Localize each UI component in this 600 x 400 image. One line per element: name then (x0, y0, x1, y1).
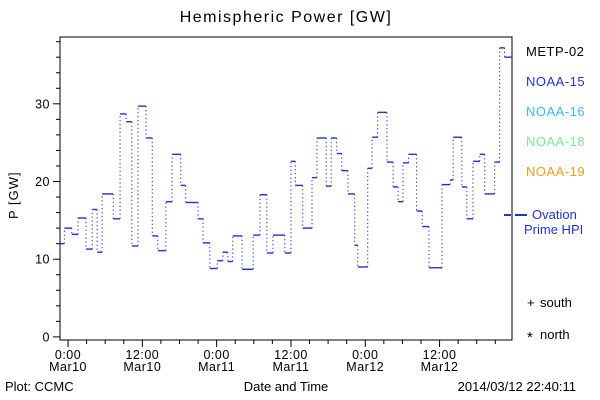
legend-item-metp-02: METP-02 (526, 44, 585, 59)
plot-box (59, 36, 513, 341)
y-tick-label: 0 (43, 330, 50, 344)
x-tick-label-date: Mar10 (123, 360, 161, 374)
south-label: south (540, 295, 572, 310)
legend-item-noaa-18: NOAA-18 (526, 134, 586, 149)
legend-item-noaa-16: NOAA-16 (526, 104, 586, 119)
south-marker-legend: + south (527, 295, 572, 310)
x-tick-label-time: 0:00 (203, 348, 229, 362)
hpi-curve (60, 47, 512, 270)
legend-item-noaa-19: NOAA-19 (526, 164, 586, 179)
ovation-label: Ovation (532, 207, 577, 222)
ovation-line-sample-dash (504, 213, 511, 216)
ovation-legend-line1: Ovation (504, 207, 583, 222)
asterisk-marker-icon: * (527, 329, 533, 346)
x-tick-label-time: 12:00 (274, 348, 308, 362)
x-tick-label-date: Mar11 (198, 360, 235, 374)
satellite-legend: METP-02 NOAA-15 NOAA-16 NOAA-18 NOAA-19 (526, 44, 585, 194)
ovation-line-sample-dash (515, 213, 527, 216)
north-label: north (540, 327, 570, 342)
chart-title: Hemispheric Power [GW] (179, 9, 393, 26)
y-tick-label: 30 (35, 97, 50, 111)
x-tick-label-time: 12:00 (423, 348, 457, 362)
x-tick-label-date: Mar11 (272, 360, 309, 374)
y-tick-label: 20 (35, 175, 50, 189)
north-marker-legend: * north (527, 326, 570, 346)
x-axis-label: Date and Time (243, 379, 329, 394)
x-tick-label-date: Mar12 (421, 360, 459, 374)
x-tick-label-time: 0:00 (55, 348, 81, 362)
x-tick-label-time: 0:00 (352, 348, 378, 362)
plot-timestamp: 2014/03/12 22:40:11 (457, 379, 576, 394)
x-tick-label-date: Mar10 (49, 360, 87, 374)
ovation-label-line2: Prime HPI (524, 222, 584, 237)
x-tick-label-time: 12:00 (125, 348, 159, 362)
y-tick-label: 10 (35, 253, 50, 267)
legend-item-noaa-15: NOAA-15 (526, 74, 586, 89)
plus-marker-icon: + (527, 295, 535, 310)
x-tick-label-date: Mar12 (346, 360, 384, 374)
ovation-legend: Ovation Prime HPI (504, 207, 583, 237)
plot-source-text: Plot: CCMC (5, 379, 74, 394)
